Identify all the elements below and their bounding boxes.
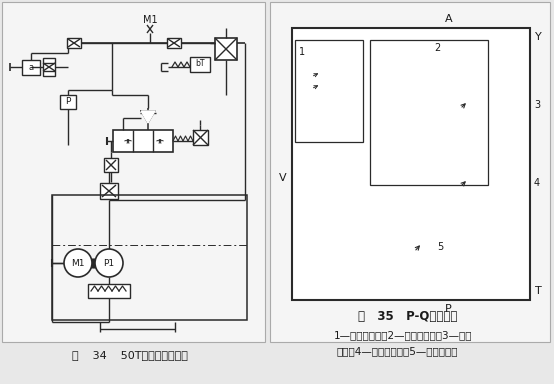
Circle shape: [64, 249, 92, 277]
Bar: [100, 183, 118, 199]
Text: 5: 5: [437, 242, 443, 252]
Bar: [52, 195, 247, 320]
Text: P: P: [65, 98, 71, 106]
Bar: [312, 41, 320, 48]
Bar: [307, 80, 325, 92]
Bar: [167, 38, 181, 48]
Text: a: a: [28, 63, 34, 71]
Text: P: P: [445, 304, 452, 314]
Text: Y: Y: [535, 32, 541, 42]
Text: 图   35   P-Q阀原理图: 图 35 P-Q阀原理图: [358, 310, 458, 323]
Bar: [455, 97, 481, 113]
Bar: [455, 175, 481, 191]
Text: A: A: [445, 14, 452, 24]
Text: 图    34    50T压机部分原理图: 图 34 50T压机部分原理图: [72, 350, 188, 360]
Text: 1: 1: [299, 47, 305, 57]
Bar: [307, 92, 325, 104]
Text: M1: M1: [143, 15, 157, 25]
Bar: [410, 238, 434, 256]
Text: V: V: [279, 172, 287, 183]
Bar: [370, 40, 488, 185]
Circle shape: [95, 249, 123, 277]
Bar: [67, 38, 81, 48]
Bar: [458, 191, 478, 205]
Text: M1: M1: [71, 258, 85, 268]
Text: bT: bT: [195, 60, 205, 68]
Bar: [295, 40, 363, 142]
Text: T: T: [535, 286, 541, 296]
Bar: [88, 284, 130, 298]
Bar: [22, 60, 40, 75]
Bar: [292, 28, 530, 300]
Bar: [270, 2, 550, 342]
Text: 1—比例节流阀；2—压差节流阀；3—主溢: 1—比例节流阀；2—压差节流阀；3—主溢: [334, 330, 472, 340]
Bar: [215, 38, 237, 60]
Bar: [104, 158, 118, 172]
Text: 流阀；4—比例溢流阀；5—安全溢流阀: 流阀；4—比例溢流阀；5—安全溢流阀: [336, 346, 458, 356]
Bar: [2, 2, 265, 342]
Text: 2: 2: [434, 43, 440, 53]
Polygon shape: [141, 111, 155, 123]
Bar: [43, 58, 55, 76]
Bar: [190, 57, 210, 72]
Text: P1: P1: [104, 258, 115, 268]
Bar: [113, 130, 173, 152]
Bar: [193, 130, 208, 145]
Text: 3: 3: [534, 100, 540, 110]
Bar: [307, 68, 325, 80]
Bar: [458, 113, 478, 127]
Bar: [60, 95, 76, 109]
Text: 4: 4: [534, 178, 540, 188]
